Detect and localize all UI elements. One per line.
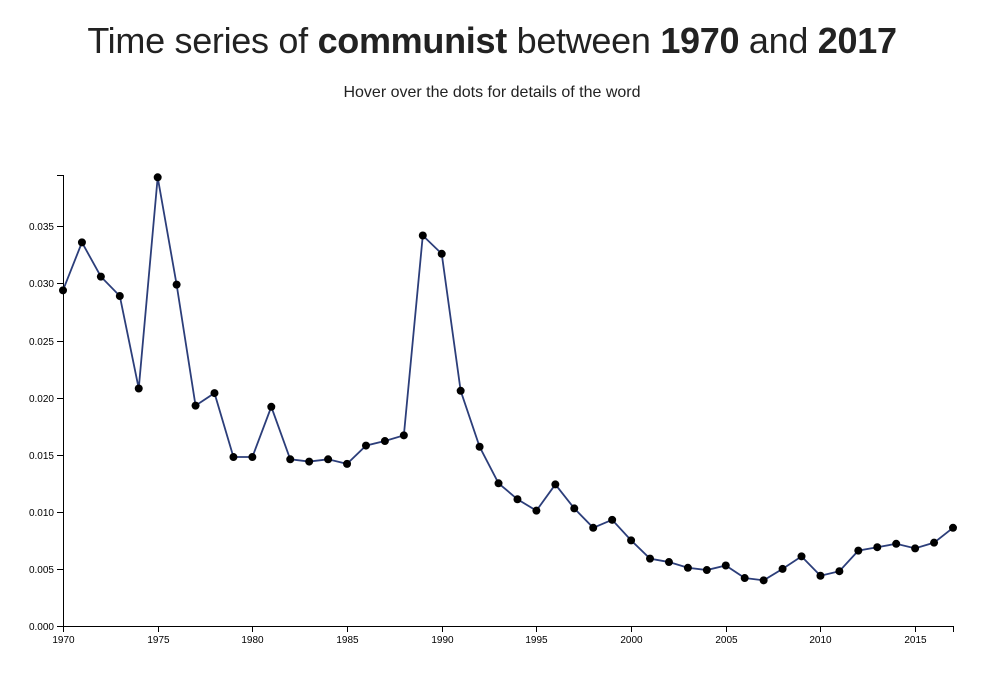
y-tick-label: 0.010 bbox=[29, 508, 54, 519]
data-point[interactable] bbox=[456, 386, 465, 395]
title-start-year: 1970 bbox=[660, 20, 740, 61]
data-point[interactable] bbox=[134, 384, 143, 393]
data-point[interactable] bbox=[380, 437, 389, 446]
data-point[interactable] bbox=[759, 576, 768, 585]
y-tick-label: 0.005 bbox=[29, 565, 54, 576]
title-end-year: 2017 bbox=[817, 20, 897, 61]
x-axis: 1970 1975 1980 1985 1990 1995 2000 2005 2010 2015 bbox=[52, 626, 954, 646]
data-point[interactable] bbox=[59, 286, 67, 295]
x-tick-label: 1970 bbox=[52, 635, 75, 646]
data-point[interactable] bbox=[816, 571, 825, 580]
data-point[interactable] bbox=[608, 515, 617, 524]
data-point[interactable] bbox=[513, 495, 522, 504]
x-tick-label: 2010 bbox=[809, 635, 832, 646]
title-and: and bbox=[748, 20, 809, 61]
data-point[interactable] bbox=[153, 173, 162, 182]
data-point[interactable] bbox=[172, 280, 181, 289]
title-between: between bbox=[516, 20, 651, 61]
data-point[interactable] bbox=[191, 401, 200, 410]
data-point[interactable] bbox=[286, 455, 295, 464]
x-tick-label: 2015 bbox=[904, 635, 927, 646]
data-point[interactable] bbox=[854, 546, 863, 555]
data-point[interactable] bbox=[797, 552, 806, 561]
data-point[interactable] bbox=[892, 539, 901, 548]
y-tick-label: 0.000 bbox=[29, 622, 54, 633]
data-point[interactable] bbox=[305, 457, 314, 466]
x-tick-label: 1985 bbox=[336, 635, 359, 646]
x-tick-label: 1975 bbox=[147, 635, 170, 646]
y-tick-label: 0.030 bbox=[29, 279, 54, 290]
x-tick-label: 1995 bbox=[525, 635, 548, 646]
data-point[interactable] bbox=[77, 238, 86, 247]
data-point[interactable] bbox=[210, 389, 219, 398]
data-point[interactable] bbox=[589, 523, 598, 532]
data-point[interactable] bbox=[115, 292, 124, 301]
data-point[interactable] bbox=[570, 504, 579, 513]
y-tick-label: 0.020 bbox=[29, 394, 54, 405]
data-point[interactable] bbox=[96, 272, 105, 281]
data-point[interactable] bbox=[627, 536, 636, 545]
x-tick-label: 2005 bbox=[715, 635, 738, 646]
data-point[interactable] bbox=[494, 479, 503, 488]
y-axis-line bbox=[57, 175, 64, 627]
y-tick-label: 0.015 bbox=[29, 451, 54, 462]
x-tick-label: 1980 bbox=[241, 635, 264, 646]
data-point[interactable] bbox=[930, 538, 939, 547]
data-point[interactable] bbox=[475, 442, 484, 451]
series-group bbox=[59, 173, 957, 585]
data-point[interactable] bbox=[248, 453, 257, 462]
data-point[interactable] bbox=[361, 441, 370, 450]
data-point[interactable] bbox=[949, 523, 957, 532]
chart-subtitle: Hover over the dots for details of the w… bbox=[343, 84, 641, 101]
data-point[interactable] bbox=[664, 558, 673, 567]
data-point[interactable] bbox=[324, 455, 333, 464]
data-point[interactable] bbox=[437, 249, 446, 258]
data-point[interactable] bbox=[229, 453, 238, 462]
title-word: communist bbox=[317, 20, 508, 61]
data-point[interactable] bbox=[267, 402, 276, 411]
data-point[interactable] bbox=[418, 231, 427, 240]
data-point[interactable] bbox=[399, 431, 408, 440]
data-point[interactable] bbox=[343, 459, 352, 468]
data-point[interactable] bbox=[835, 567, 844, 576]
y-tick-label: 0.035 bbox=[29, 222, 54, 233]
data-point[interactable] bbox=[911, 544, 920, 553]
y-axis: 0.000 0.005 0.010 0.015 0.020 0.025 0.030 0.035 bbox=[29, 175, 64, 633]
title-prefix: Time series of bbox=[87, 20, 308, 61]
data-point[interactable] bbox=[532, 506, 541, 515]
data-point[interactable] bbox=[702, 566, 711, 575]
data-point[interactable] bbox=[721, 561, 730, 570]
y-tick-label: 0.025 bbox=[29, 337, 54, 348]
chart-title: Time series of communist between 1970 an… bbox=[0, 20, 984, 62]
x-tick-label: 1990 bbox=[431, 635, 454, 646]
data-point[interactable] bbox=[551, 480, 560, 489]
data-point[interactable] bbox=[873, 543, 882, 552]
data-point[interactable] bbox=[740, 574, 749, 583]
data-point[interactable] bbox=[646, 554, 655, 563]
series-line bbox=[62, 177, 954, 582]
data-point[interactable] bbox=[778, 564, 787, 573]
data-point[interactable] bbox=[683, 563, 692, 572]
x-tick-label: 2000 bbox=[620, 635, 643, 646]
